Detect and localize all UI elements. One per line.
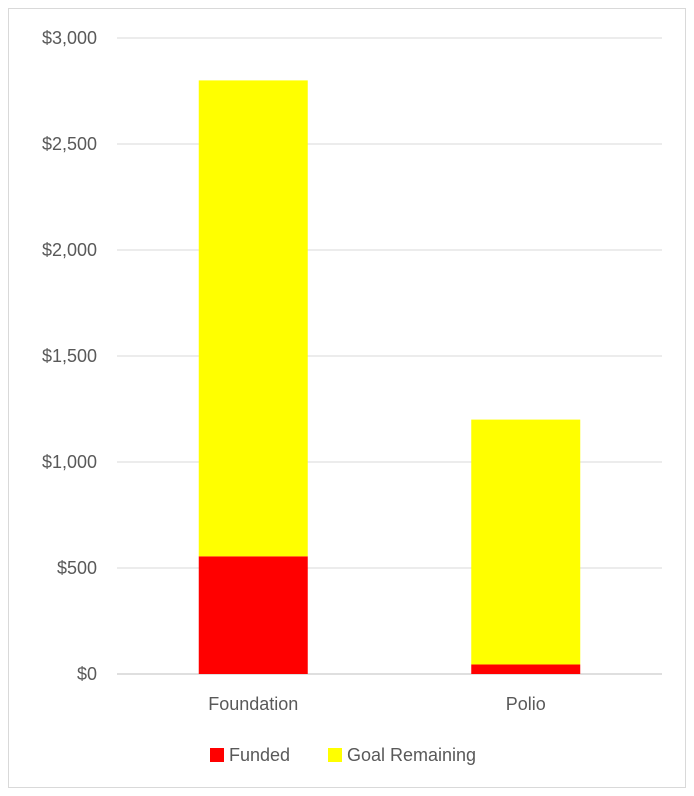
x-axis-categories: Foundation Polio xyxy=(208,694,546,714)
legend: Funded Goal Remaining xyxy=(210,745,476,765)
legend-swatch xyxy=(210,748,224,762)
legend-label: Funded xyxy=(229,745,290,765)
bar-segment-goal-remaining xyxy=(471,419,581,665)
x-category-label: Foundation xyxy=(208,694,298,714)
x-category-label: Polio xyxy=(506,694,546,714)
bars xyxy=(198,80,581,674)
y-tick-label: $0 xyxy=(77,664,97,684)
bar-segment-funded xyxy=(471,664,581,674)
y-tick-label: $1,500 xyxy=(42,346,97,366)
bar-segment-funded xyxy=(198,556,308,674)
legend-swatch xyxy=(328,748,342,762)
y-tick-label: $2,500 xyxy=(42,134,97,154)
legend-label: Goal Remaining xyxy=(347,745,476,765)
y-tick-label: $3,000 xyxy=(42,28,97,48)
y-axis-ticks: $0 $500 $1,000 $1,500 $2,000 $2,500 $3,000 xyxy=(42,28,97,684)
bar-segment-goal-remaining xyxy=(198,80,308,557)
y-tick-label: $1,000 xyxy=(42,452,97,472)
y-tick-label: $500 xyxy=(57,558,97,578)
y-tick-label: $2,000 xyxy=(42,240,97,260)
